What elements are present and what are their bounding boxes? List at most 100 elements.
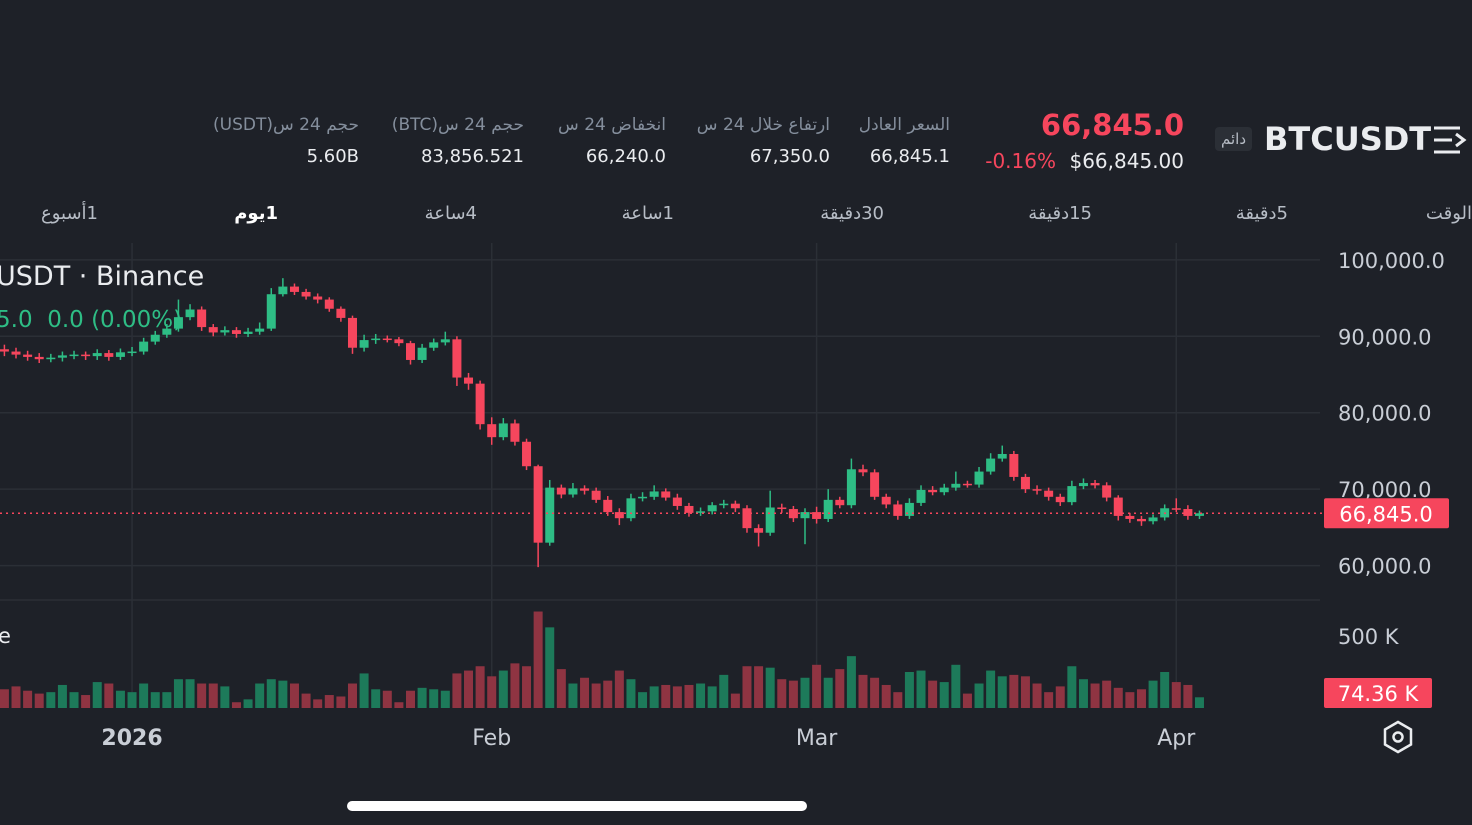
volume-bar — [23, 690, 33, 708]
y-tick-label: 100,000.0 — [1338, 249, 1445, 273]
candle-body — [730, 503, 740, 509]
volume-bar — [580, 677, 590, 708]
timeframe-tab[interactable]: 15دقيقة — [1028, 203, 1092, 224]
volume-bar — [220, 686, 230, 708]
last-volume-box — [1324, 678, 1432, 708]
volume-bar — [417, 687, 427, 708]
candle-body — [394, 339, 404, 344]
last-price: 66,845.0 — [1040, 108, 1184, 142]
candle-body — [1125, 515, 1135, 519]
candle-body — [69, 354, 79, 357]
candle-body — [1090, 483, 1100, 486]
stat-value: 66,845.1 — [869, 146, 950, 167]
timeframe-tab[interactable]: 30دقيقة — [820, 203, 884, 224]
candle-body — [429, 342, 439, 348]
volume-bar — [916, 670, 926, 708]
volume-bar — [765, 667, 775, 708]
volume-bar — [1125, 692, 1135, 708]
candle-body — [255, 328, 265, 332]
volume-bar — [289, 683, 299, 708]
timeframe-tab[interactable]: 1أسبوع — [40, 203, 98, 224]
candle-body — [533, 466, 543, 543]
candle-body — [115, 352, 125, 357]
volume-bar — [707, 686, 717, 708]
volume-bar — [510, 663, 520, 708]
candle-body — [371, 338, 381, 341]
volume-bar — [406, 690, 416, 708]
candle-body — [881, 496, 891, 505]
candle-body — [173, 317, 183, 329]
symbol[interactable]: BTCUSDT — [1264, 120, 1432, 158]
candle-body — [951, 483, 961, 488]
volume-bar — [962, 693, 972, 708]
candle-body — [870, 472, 880, 497]
candle-body — [545, 487, 555, 543]
candle-body — [556, 487, 566, 495]
stat-value: 67,350.0 — [749, 146, 830, 167]
volume-bar — [719, 674, 729, 708]
stat-label: ارتفاع خلال 24 س — [696, 115, 830, 135]
last-price-box — [1324, 498, 1449, 529]
volume-bar — [951, 664, 961, 708]
candle-body — [0, 349, 9, 352]
volume-bar — [92, 682, 102, 708]
candle-body — [696, 511, 706, 513]
volume-bar — [812, 664, 822, 708]
candle-body — [858, 469, 868, 473]
timeframe-tab[interactable]: 5دقيقة — [1235, 203, 1288, 224]
volume-bar — [858, 674, 868, 708]
chart-title: USDT · Binance — [0, 261, 204, 292]
volume-bar — [800, 677, 810, 708]
volume-bar — [661, 684, 671, 708]
volume-bar — [672, 686, 682, 708]
candle-body — [336, 308, 346, 318]
candle-body — [916, 489, 926, 503]
volume-bar — [139, 683, 149, 708]
stat-label: حجم 24 س(BTC) — [391, 115, 524, 135]
x-tick-label: Feb — [472, 726, 511, 751]
candle-body — [220, 330, 230, 333]
price-usd: $66,845.00 — [1069, 149, 1184, 173]
volume-bar — [881, 684, 891, 708]
volume-bar — [1183, 684, 1193, 708]
candle-body — [382, 338, 392, 341]
volume-bar — [371, 689, 381, 708]
y-tick-label: 70,000.0 — [1338, 478, 1432, 502]
stat-value: 83,856.521 — [420, 146, 524, 167]
candle-body — [34, 356, 44, 360]
volume-bar — [870, 677, 880, 708]
settings-icon[interactable] — [1383, 720, 1413, 754]
volume-bar — [359, 673, 369, 708]
candle-body — [243, 331, 253, 334]
volume-bar — [11, 686, 21, 708]
x-tick-label: Apr — [1157, 726, 1196, 751]
timeframe-tab[interactable]: الوقت — [1425, 203, 1472, 224]
candle-body — [139, 341, 149, 352]
timeframe-tab[interactable]: 4ساعة — [424, 203, 477, 224]
volume-bar — [568, 683, 578, 708]
volume-bar — [638, 692, 648, 708]
candle-body — [672, 497, 682, 506]
candle-body — [440, 339, 450, 343]
volume-bar — [69, 692, 79, 708]
volume-bar — [197, 683, 207, 708]
volume-bar — [0, 689, 9, 708]
candle-body — [1194, 513, 1204, 516]
menu-icon[interactable] — [1432, 124, 1468, 158]
timeframe-tab[interactable]: 1ساعة — [621, 203, 674, 224]
volume-bar — [266, 679, 276, 708]
candle-body — [313, 296, 323, 300]
stat-value: 66,240.0 — [585, 146, 666, 167]
y-tick-label: 90,000.0 — [1338, 325, 1432, 349]
volume-bar — [278, 680, 288, 708]
candle-body — [591, 490, 601, 500]
candle-body — [46, 357, 56, 360]
timeframe-tab[interactable]: 1يوم — [234, 203, 278, 224]
candle-body — [1113, 497, 1123, 516]
volume-bar — [1136, 689, 1146, 708]
candle-body — [800, 512, 810, 519]
volume-bar — [382, 690, 392, 708]
candle-body — [162, 328, 172, 335]
candle-body — [278, 286, 288, 295]
y-tick-label: 60,000.0 — [1338, 555, 1432, 579]
